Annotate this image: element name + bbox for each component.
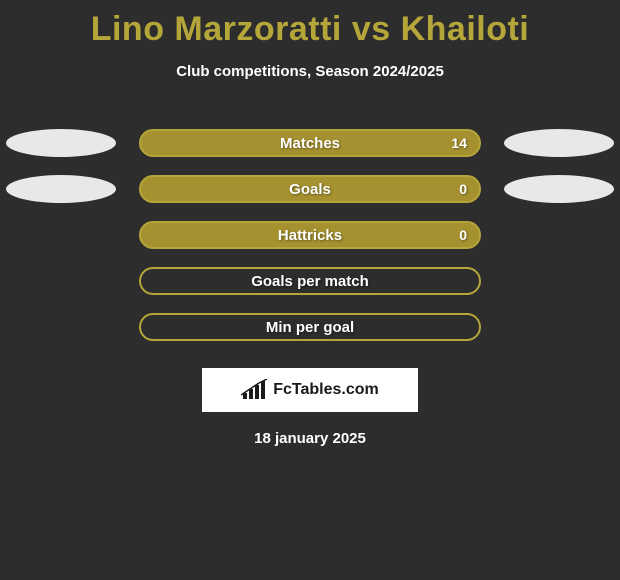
page-title: Lino Marzoratti vs Khailoti <box>0 0 620 49</box>
stat-value: 0 <box>459 181 467 197</box>
stat-label: Goals <box>289 181 331 198</box>
brand-text: FcTables.com <box>273 381 379 399</box>
footer-date: 18 january 2025 <box>0 430 620 447</box>
chart-icon <box>241 379 269 401</box>
stat-label: Min per goal <box>266 319 354 336</box>
stat-row-matches: Matches 14 <box>0 120 620 166</box>
left-ellipse <box>6 175 116 203</box>
stats-container: Matches 14 Goals 0 Hattricks 0 Goals per… <box>0 120 620 350</box>
stat-pill: Min per goal <box>139 313 481 341</box>
stat-row-goals: Goals 0 <box>0 166 620 212</box>
stat-value: 0 <box>459 227 467 243</box>
right-ellipse <box>504 175 614 203</box>
stat-label: Goals per match <box>251 273 369 290</box>
left-ellipse <box>6 129 116 157</box>
stat-row-goals-per-match: Goals per match <box>0 258 620 304</box>
stat-pill: Goals 0 <box>139 175 481 203</box>
stat-row-min-per-goal: Min per goal <box>0 304 620 350</box>
stat-pill: Hattricks 0 <box>139 221 481 249</box>
brand-badge: FcTables.com <box>202 368 418 412</box>
stat-pill: Matches 14 <box>139 129 481 157</box>
stat-label: Matches <box>280 135 340 152</box>
page-subtitle: Club competitions, Season 2024/2025 <box>0 63 620 80</box>
stat-label: Hattricks <box>278 227 342 244</box>
stat-pill: Goals per match <box>139 267 481 295</box>
stat-row-hattricks: Hattricks 0 <box>0 212 620 258</box>
stat-value: 14 <box>451 135 467 151</box>
right-ellipse <box>504 129 614 157</box>
